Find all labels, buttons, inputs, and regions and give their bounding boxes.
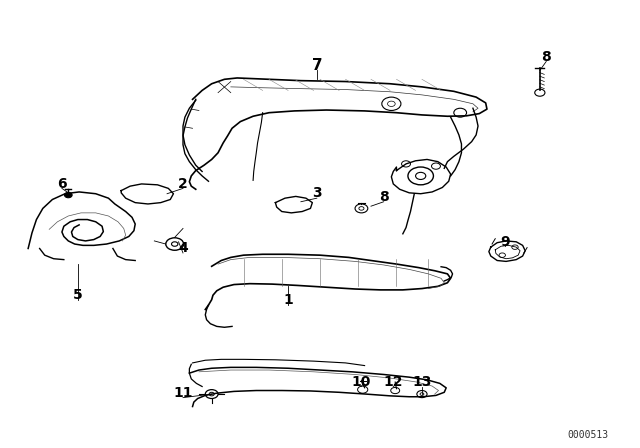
Text: 1: 1 xyxy=(284,293,293,307)
Text: 4: 4 xyxy=(178,241,188,255)
Text: 10: 10 xyxy=(352,375,371,389)
Text: 0000513: 0000513 xyxy=(567,431,608,440)
Text: 2: 2 xyxy=(178,177,188,191)
Text: 6: 6 xyxy=(57,177,67,191)
Text: 13: 13 xyxy=(412,375,431,389)
Text: 12: 12 xyxy=(383,375,403,389)
Text: 3: 3 xyxy=(312,186,322,200)
Text: 9: 9 xyxy=(500,235,509,249)
Circle shape xyxy=(65,192,72,198)
Text: 11: 11 xyxy=(173,386,193,400)
Text: 8: 8 xyxy=(541,50,551,64)
Text: 7: 7 xyxy=(312,58,322,73)
Text: 5: 5 xyxy=(73,288,83,302)
Text: 8: 8 xyxy=(379,190,388,204)
